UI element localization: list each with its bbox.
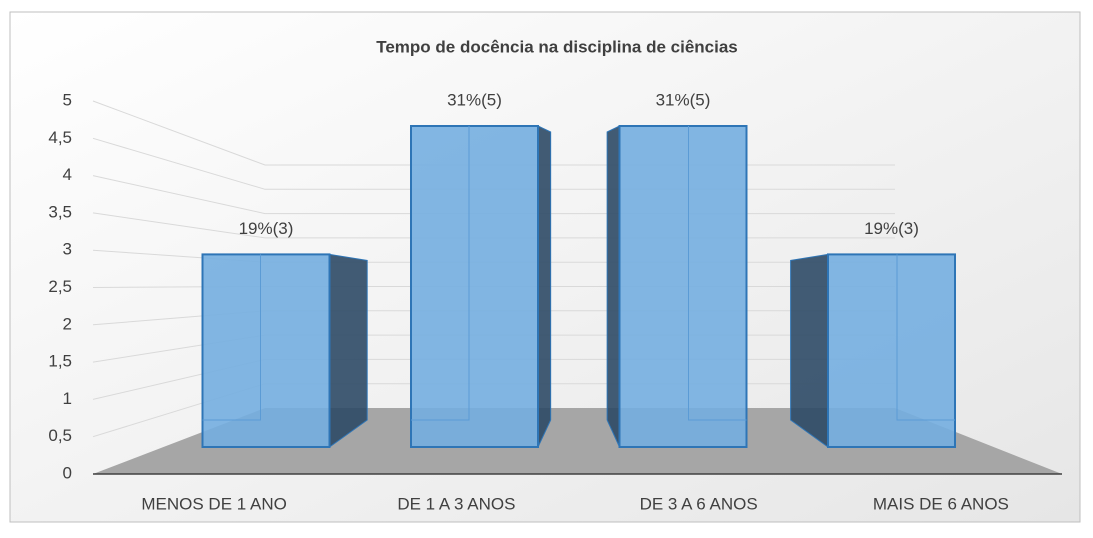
y-tick-label: 3,5 bbox=[48, 202, 72, 221]
y-tick-label: 2 bbox=[63, 314, 72, 333]
value-label: 31%(5) bbox=[656, 90, 711, 109]
bar-side bbox=[606, 125, 620, 448]
bar bbox=[827, 253, 956, 448]
value-label: 31%(5) bbox=[447, 90, 502, 109]
y-tick-label: 2,5 bbox=[48, 277, 72, 296]
y-tick-label: 1,5 bbox=[48, 352, 72, 371]
bar-inner-edge bbox=[688, 126, 747, 421]
x-tick-label: MENOS DE 1 ANO bbox=[141, 494, 286, 513]
y-tick-label: 3 bbox=[63, 240, 72, 259]
y-tick-label: 4 bbox=[63, 165, 72, 184]
y-tick-label: 4,5 bbox=[48, 128, 72, 147]
bar-inner-edge bbox=[896, 254, 955, 421]
bar-side bbox=[329, 253, 368, 448]
bar bbox=[410, 125, 539, 448]
bar bbox=[618, 125, 748, 448]
x-tick-label: DE 3 A 6 ANOS bbox=[640, 494, 758, 513]
y-tick-label: 0 bbox=[63, 463, 72, 482]
bar-inner-edge bbox=[202, 254, 261, 421]
y-tick-label: 0,5 bbox=[48, 426, 72, 445]
y-tick-label: 5 bbox=[63, 90, 72, 109]
x-tick-label: MAIS DE 6 ANOS bbox=[873, 494, 1009, 513]
chart-title: Tempo de docência na disciplina de ciênc… bbox=[376, 37, 738, 56]
bar-side bbox=[537, 125, 552, 448]
value-label: 19%(3) bbox=[864, 219, 919, 238]
bar bbox=[201, 253, 331, 448]
y-tick-label: 1 bbox=[63, 389, 72, 408]
bar-inner-edge bbox=[411, 126, 470, 421]
value-label: 19%(3) bbox=[239, 219, 294, 238]
x-tick-label: DE 1 A 3 ANOS bbox=[397, 494, 515, 513]
bar-side bbox=[790, 253, 829, 448]
